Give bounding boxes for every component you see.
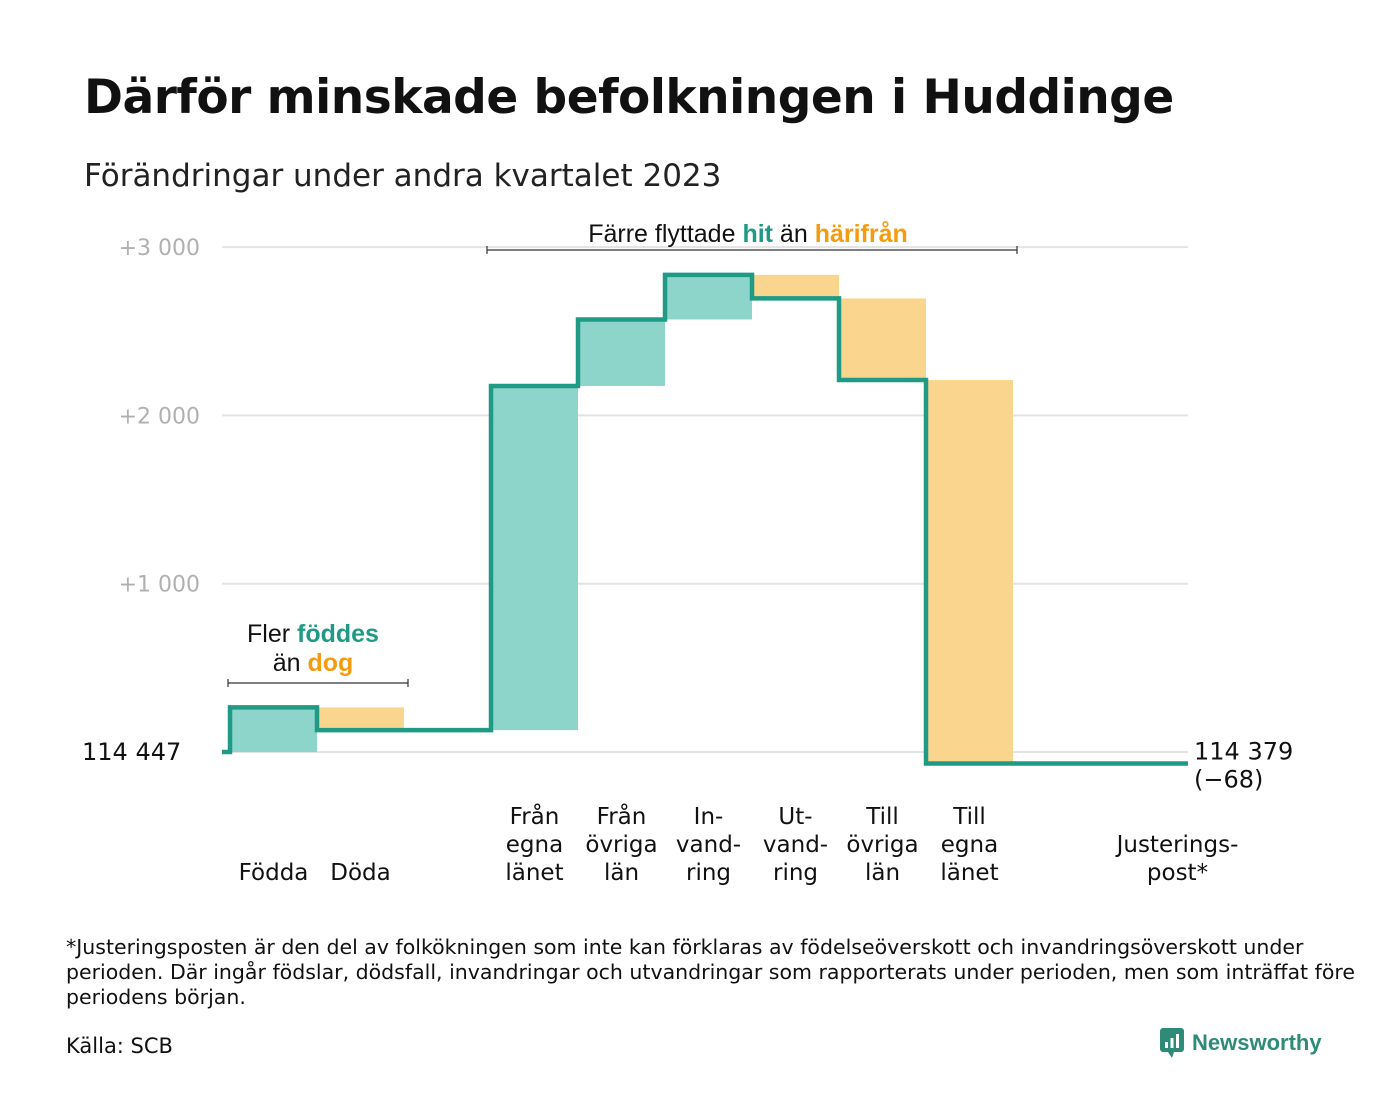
category-label: Ut- bbox=[778, 804, 812, 830]
waterfall-bar bbox=[578, 319, 665, 386]
annotation-segment: än bbox=[773, 220, 815, 248]
footnote: *Justeringsposten är den del av folkökni… bbox=[66, 935, 1355, 1009]
category-label: län bbox=[865, 860, 900, 886]
waterfall-bar bbox=[839, 298, 926, 381]
category-label: Justerings- bbox=[1115, 832, 1239, 858]
annotation-text: Färre flyttade hit än härifrån bbox=[588, 220, 908, 248]
y-tick-label: +3 000 bbox=[119, 236, 200, 261]
category-label: övriga bbox=[585, 832, 657, 858]
waterfall-bar bbox=[665, 274, 752, 320]
category-label: Till bbox=[952, 804, 986, 830]
category-label: länet bbox=[505, 860, 563, 886]
y-tick-label: +1 000 bbox=[119, 573, 200, 598]
category-label: Födda bbox=[239, 860, 309, 886]
category-label: post* bbox=[1147, 860, 1208, 886]
category-label: Från bbox=[510, 802, 560, 830]
source-note: Källa: SCB bbox=[66, 1034, 173, 1058]
category-label: vand- bbox=[676, 832, 741, 858]
waterfall-bar bbox=[230, 707, 317, 752]
category-label: län bbox=[604, 860, 639, 886]
category-label: Till bbox=[865, 804, 899, 830]
cumulative-step-line bbox=[222, 272, 1188, 766]
end-value-label: 114 379 bbox=[1194, 737, 1293, 765]
category-label: vand- bbox=[763, 832, 828, 858]
waterfall-bar bbox=[317, 707, 404, 731]
annotation-segment: Färre flyttade bbox=[588, 220, 742, 248]
annotation-segment: härifrån bbox=[815, 220, 908, 248]
waterfall-bar bbox=[752, 274, 839, 299]
annotation-segment: än bbox=[273, 649, 308, 677]
newsworthy-logo-icon bbox=[1160, 1028, 1184, 1058]
category-label: länet bbox=[940, 860, 998, 886]
category-label: Från bbox=[597, 802, 647, 830]
brand-name: Newsworthy bbox=[1192, 1030, 1322, 1055]
category-label: egna bbox=[941, 832, 998, 858]
annotation-segment: föddes bbox=[297, 620, 379, 648]
brand-logo: Newsworthy bbox=[1160, 1028, 1322, 1058]
category-label: ring bbox=[686, 860, 731, 886]
start-value-label: 114 447 bbox=[82, 738, 181, 766]
annotation-segment: dog bbox=[307, 649, 353, 677]
annotation-text: än dog bbox=[273, 649, 354, 677]
category-label: ring bbox=[773, 860, 818, 886]
waterfall-bar bbox=[491, 385, 578, 731]
category-label: egna bbox=[506, 832, 563, 858]
annotation-segment: Fler bbox=[247, 620, 297, 648]
category-label: In- bbox=[694, 804, 724, 830]
annotation-segment: hit bbox=[742, 220, 773, 248]
annotation-text: Fler föddes bbox=[247, 620, 379, 648]
chart-subtitle: Förändringar under andra kvartalet 2023 bbox=[84, 158, 722, 194]
category-label: övriga bbox=[846, 832, 918, 858]
chart-title: Därför minskade befolkningen i Huddinge bbox=[84, 70, 1174, 125]
waterfall-bar bbox=[926, 380, 1013, 764]
end-change-label: (−68) bbox=[1194, 765, 1263, 793]
y-tick-label: +2 000 bbox=[119, 404, 200, 429]
category-label: Döda bbox=[330, 860, 390, 886]
